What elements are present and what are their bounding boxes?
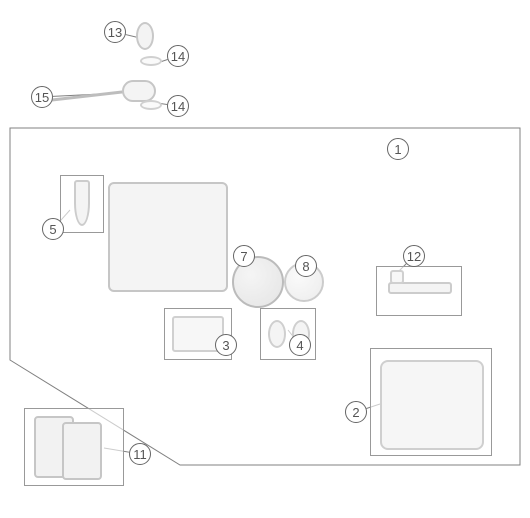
bleeder-screw: [74, 180, 90, 226]
banjo-fitting: [122, 80, 156, 102]
callout-14b: 14: [167, 95, 189, 117]
callout-7: 7: [233, 245, 255, 267]
callout-1: 1: [387, 138, 409, 160]
callout-11: 11: [129, 443, 151, 465]
callout-14a: 14: [167, 45, 189, 67]
caliper-bracket: [380, 360, 484, 450]
callout-12: 12: [403, 245, 425, 267]
callout-3: 3: [215, 334, 237, 356]
seal-ring-lower: [140, 100, 162, 110]
callout-15: 15: [31, 86, 53, 108]
brake-pad-b: [62, 422, 102, 480]
banjo-bolt-head: [136, 22, 154, 50]
callout-5: 5: [42, 218, 64, 240]
pin-clip: [390, 270, 404, 284]
callout-2: 2: [345, 401, 367, 423]
callout-4: 4: [289, 334, 311, 356]
guide-bushing-a: [268, 320, 286, 348]
callout-8: 8: [295, 255, 317, 277]
diagram-stage: 1 2 3 4 5 7 8 11 12 13 14 14 15: [0, 0, 530, 518]
caliper-body: [108, 182, 228, 292]
callout-13: 13: [104, 21, 126, 43]
seal-ring-upper: [140, 56, 162, 66]
